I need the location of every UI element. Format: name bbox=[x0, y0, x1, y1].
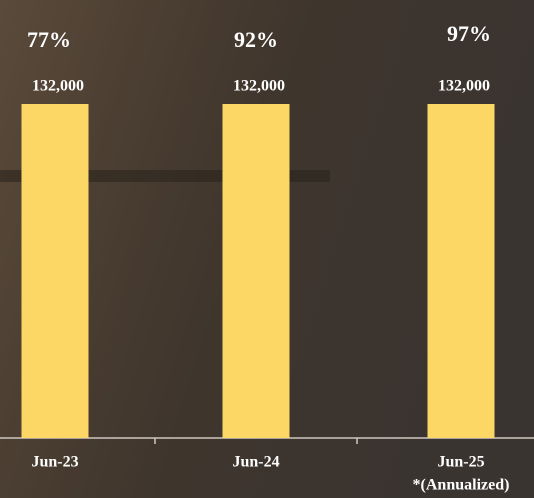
value-label: 132,000 bbox=[32, 78, 84, 95]
value-label: 132,000 bbox=[438, 78, 490, 95]
bar bbox=[427, 104, 495, 438]
x-tick-label: Jun-24 bbox=[232, 454, 279, 471]
category-note: *(Annualized) bbox=[413, 477, 510, 494]
percent-label: 92% bbox=[234, 27, 278, 52]
percent-label: 97% bbox=[447, 21, 491, 46]
x-tick-label: Jun-25 bbox=[437, 454, 484, 471]
value-label: 132,000 bbox=[233, 78, 285, 95]
bar bbox=[21, 104, 89, 438]
percent-label: 77% bbox=[27, 27, 71, 52]
bar bbox=[222, 104, 290, 438]
x-tick-label: Jun-23 bbox=[31, 454, 78, 471]
